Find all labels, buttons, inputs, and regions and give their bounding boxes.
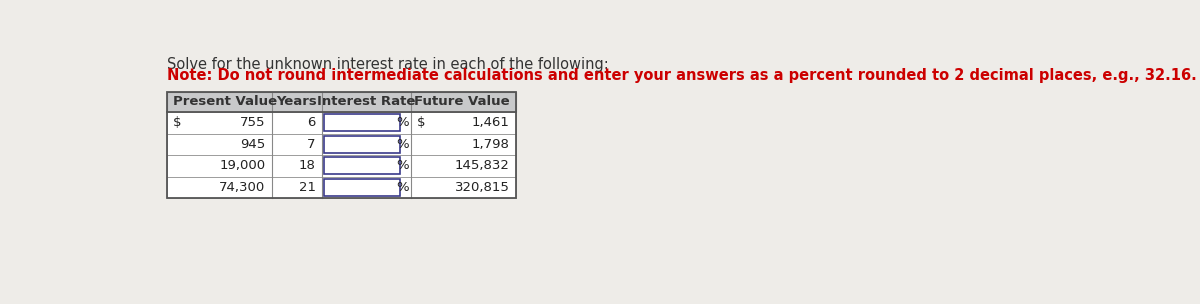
Text: Interest Rate: Interest Rate <box>318 95 416 109</box>
Text: $: $ <box>173 116 181 129</box>
Bar <box>167 177 516 198</box>
Text: 320,815: 320,815 <box>455 181 510 194</box>
Bar <box>324 114 400 131</box>
Text: 755: 755 <box>240 116 265 129</box>
Text: Years: Years <box>276 95 317 109</box>
Bar <box>167 112 516 133</box>
Text: %: % <box>396 159 409 172</box>
Bar <box>167 133 516 155</box>
Bar <box>167 155 516 177</box>
Bar <box>167 92 516 198</box>
Text: 6: 6 <box>307 116 316 129</box>
Text: 1,798: 1,798 <box>472 138 510 151</box>
Text: 18: 18 <box>299 159 316 172</box>
Text: %: % <box>396 138 409 151</box>
Text: Present Value: Present Value <box>173 95 277 109</box>
Text: 7: 7 <box>307 138 316 151</box>
Text: 19,000: 19,000 <box>220 159 265 172</box>
Text: 74,300: 74,300 <box>220 181 265 194</box>
Text: Note: Do not round intermediate calculations and enter your answers as a percent: Note: Do not round intermediate calculat… <box>167 68 1196 83</box>
Text: 145,832: 145,832 <box>455 159 510 172</box>
Text: 945: 945 <box>240 138 265 151</box>
Text: Solve for the unknown interest rate in each of the following:: Solve for the unknown interest rate in e… <box>167 57 608 71</box>
Bar <box>324 136 400 153</box>
Text: 1,461: 1,461 <box>472 116 510 129</box>
Text: Future Value: Future Value <box>414 95 510 109</box>
Text: $: $ <box>418 116 426 129</box>
Text: 21: 21 <box>299 181 316 194</box>
Bar <box>167 92 516 112</box>
Text: %: % <box>396 116 409 129</box>
Bar <box>324 179 400 196</box>
Text: %: % <box>396 181 409 194</box>
Bar <box>324 157 400 174</box>
